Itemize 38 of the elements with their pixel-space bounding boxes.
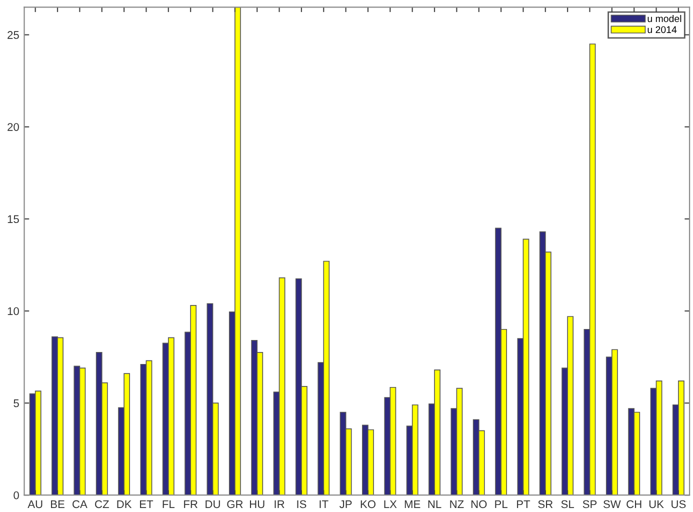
x-tick-label: JP [339, 500, 352, 508]
x-tick-label: PT [517, 500, 530, 508]
x-tick-label: ME [404, 500, 420, 508]
x-tick-label: PL [495, 500, 508, 508]
y-tick-label: 0 [14, 491, 19, 500]
x-tick-label: CZ [95, 500, 109, 508]
x-tick-label: NL [428, 500, 442, 508]
x-tick-label: CH [626, 500, 642, 508]
x-tick-label: IS [297, 500, 306, 508]
x-tick-label: KO [360, 500, 376, 508]
x-tick-label: UK [649, 500, 664, 508]
x-tick-label: BE [51, 500, 64, 508]
x-tick-label: NO [471, 500, 487, 508]
x-tick-label: ET [140, 500, 154, 508]
x-tick-label: GR [227, 500, 243, 508]
y-tick-label: 10 [8, 307, 19, 316]
y-tick-label: 20 [8, 123, 19, 131]
x-tick-label: LX [384, 500, 397, 508]
x-tick-label: HU [250, 500, 264, 508]
y-tick-label: 15 [8, 215, 19, 224]
legend-label: u model [648, 14, 682, 22]
x-tick-label: AU [28, 500, 42, 508]
x-tick-label: SP [582, 500, 597, 508]
x-tick-label: FL [162, 500, 175, 508]
legend-label: u 2014 [648, 26, 677, 34]
x-tick-label: SL [561, 500, 574, 508]
y-tick-label: 25 [8, 31, 19, 39]
x-tick-label: DU [206, 500, 220, 508]
x-tick-label: FR [184, 500, 198, 508]
x-tick-label: DK [117, 500, 132, 508]
x-tick-label: IT [320, 500, 328, 508]
x-tick-label: CA [72, 500, 88, 508]
x-tick-label: IR [274, 500, 284, 508]
x-tick-label: NZ [450, 500, 464, 508]
x-tick-label: SR [538, 500, 553, 508]
x-tick-label: US [672, 500, 686, 508]
y-tick-label: 5 [14, 399, 19, 408]
x-tick-label: SW [603, 500, 621, 508]
